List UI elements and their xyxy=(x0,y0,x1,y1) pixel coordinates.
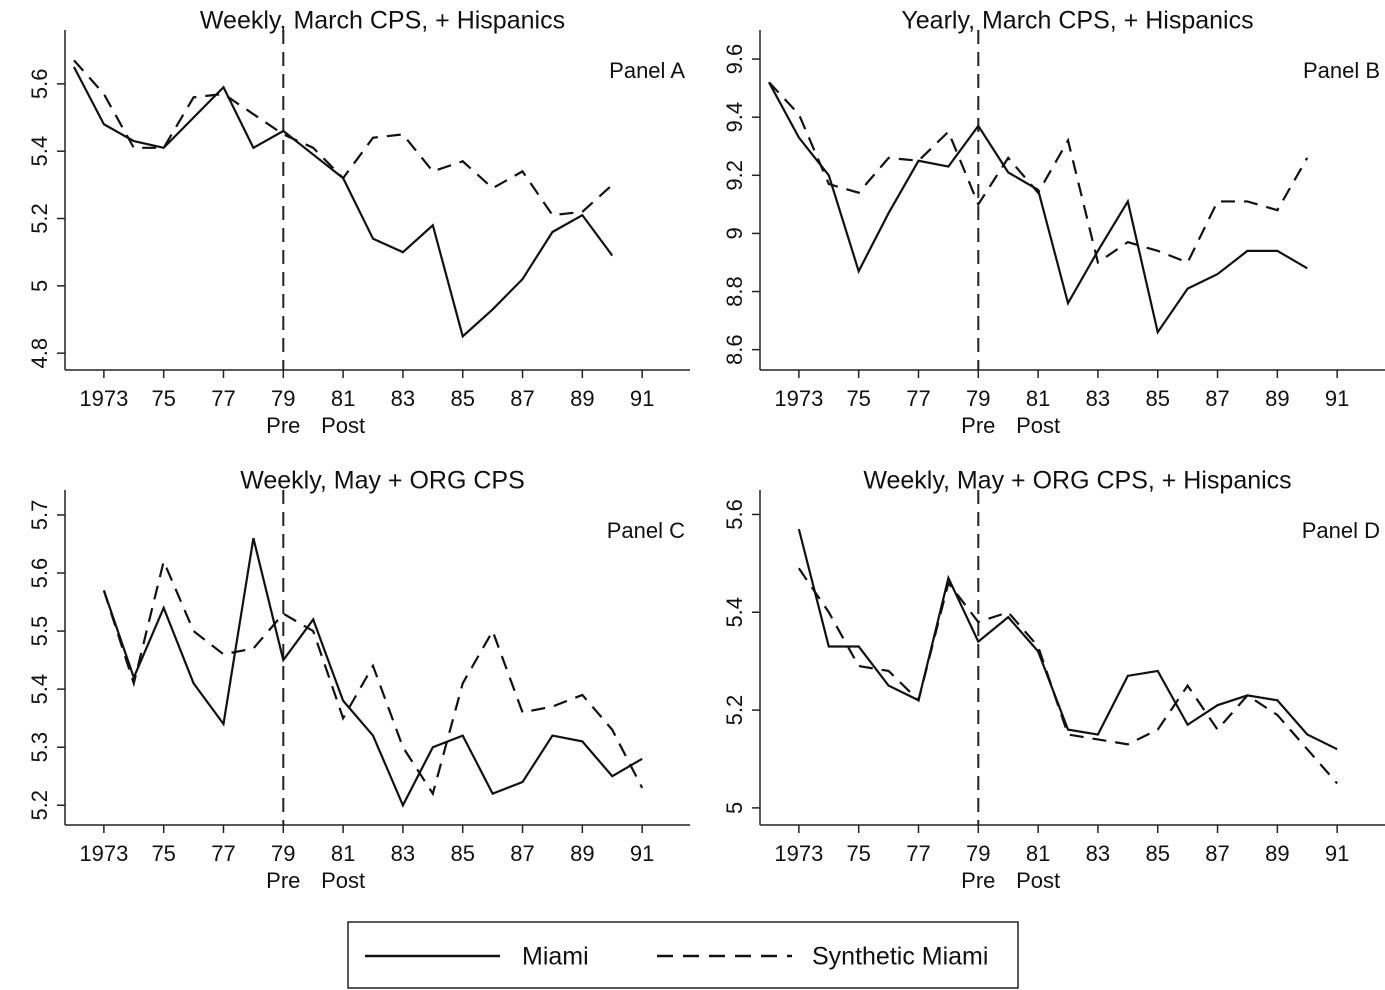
x-tick-label: 81 xyxy=(1026,841,1050,866)
x-tick-label: 87 xyxy=(1205,386,1229,411)
x-tick-label: 91 xyxy=(630,386,654,411)
panel-label: Panel A xyxy=(609,58,685,83)
y-tick-label: 5.5 xyxy=(27,616,52,647)
x-tick-label: 1973 xyxy=(79,386,128,411)
y-tick-label: 5 xyxy=(27,280,52,292)
panel-label: Panel B xyxy=(1303,58,1380,83)
x-tick-label: 83 xyxy=(391,386,415,411)
x-tick-label: 75 xyxy=(846,386,870,411)
panel-label: Panel D xyxy=(1302,518,1380,543)
x-tick-label: 85 xyxy=(450,386,474,411)
legend-box xyxy=(347,921,1019,989)
x-tick-label: 1973 xyxy=(774,386,823,411)
x-tick-label: 79 xyxy=(271,386,295,411)
y-tick-label: 5.2 xyxy=(722,695,747,726)
series-line xyxy=(768,81,1308,335)
x-tick-label: 81 xyxy=(1026,386,1050,411)
annotation: Pre xyxy=(961,868,995,893)
y-tick-label: 5 xyxy=(722,802,747,814)
x-tick-label: 1973 xyxy=(774,841,823,866)
series-line xyxy=(768,81,1309,265)
x-tick-label: 81 xyxy=(331,841,355,866)
y-tick-label: 5.2 xyxy=(27,203,52,234)
x-tick-label: 79 xyxy=(966,386,990,411)
x-tick-label: 87 xyxy=(510,386,534,411)
x-tick-label: 89 xyxy=(570,386,594,411)
x-tick-label: 85 xyxy=(1145,841,1169,866)
y-tick-label: 5.6 xyxy=(27,558,52,589)
annotation: Pre xyxy=(266,413,300,438)
annotation: Pre xyxy=(266,868,300,893)
x-tick-label: 85 xyxy=(450,841,474,866)
series-line xyxy=(102,537,643,808)
y-tick-label: 9.4 xyxy=(722,102,747,133)
x-tick-label: 75 xyxy=(846,841,870,866)
y-tick-label: 5.2 xyxy=(27,790,52,821)
y-tick-label: 8.8 xyxy=(722,276,747,307)
series-line xyxy=(797,567,1338,785)
chart-title: Weekly, May + ORG CPS xyxy=(240,467,525,495)
y-tick-label: 4.8 xyxy=(27,338,52,369)
annotation: Post xyxy=(1016,413,1060,438)
x-tick-label: 1973 xyxy=(79,841,128,866)
x-tick-label: 83 xyxy=(1086,841,1110,866)
x-tick-label: 89 xyxy=(1265,386,1289,411)
y-tick-label: 5.6 xyxy=(27,69,52,100)
y-tick-label: 9.2 xyxy=(722,160,747,191)
chart-title: Yearly, March CPS, + Hispanics xyxy=(901,7,1253,35)
x-tick-label: 77 xyxy=(906,386,930,411)
y-tick-label: 5.4 xyxy=(27,674,52,705)
x-tick-label: 75 xyxy=(151,386,175,411)
annotation: Post xyxy=(1016,868,1060,893)
x-tick-label: 87 xyxy=(510,841,534,866)
y-tick-label: 5.6 xyxy=(722,499,747,530)
x-tick-label: 83 xyxy=(1086,386,1110,411)
x-tick-label: 83 xyxy=(391,841,415,866)
y-tick-label: 5.7 xyxy=(27,500,52,531)
y-tick-label: 5.4 xyxy=(27,136,52,167)
series-line xyxy=(797,528,1338,751)
annotation: Pre xyxy=(961,413,995,438)
x-tick-label: 91 xyxy=(630,841,654,866)
y-tick-label: 8.6 xyxy=(722,334,747,365)
legend-label: Synthetic Miami xyxy=(812,943,988,971)
panel-label: Panel C xyxy=(607,518,685,543)
x-tick-label: 89 xyxy=(570,841,594,866)
y-tick-label: 9 xyxy=(722,227,747,239)
x-tick-label: 85 xyxy=(1145,386,1169,411)
x-tick-label: 91 xyxy=(1325,386,1349,411)
x-tick-label: 89 xyxy=(1265,841,1289,866)
y-tick-label: 9.6 xyxy=(722,44,747,75)
x-tick-label: 87 xyxy=(1205,841,1229,866)
series-line xyxy=(102,557,644,797)
x-tick-label: 81 xyxy=(331,386,355,411)
annotation: Post xyxy=(321,868,365,893)
x-tick-label: 77 xyxy=(211,841,235,866)
y-tick-label: 5.4 xyxy=(722,597,747,628)
annotation: Post xyxy=(321,413,365,438)
x-tick-label: 79 xyxy=(271,841,295,866)
series-line xyxy=(73,59,613,217)
legend-label: Miami xyxy=(522,943,589,971)
y-tick-label: 5.3 xyxy=(27,732,52,763)
x-tick-label: 77 xyxy=(906,841,930,866)
series-line xyxy=(72,66,614,339)
x-tick-label: 79 xyxy=(966,841,990,866)
chart-title: Weekly, March CPS, + Hispanics xyxy=(200,7,565,35)
chart-title: Weekly, May + ORG CPS, + Hispanics xyxy=(863,467,1291,495)
x-tick-label: 77 xyxy=(211,386,235,411)
x-tick-label: 75 xyxy=(151,841,175,866)
x-tick-label: 91 xyxy=(1325,841,1349,866)
